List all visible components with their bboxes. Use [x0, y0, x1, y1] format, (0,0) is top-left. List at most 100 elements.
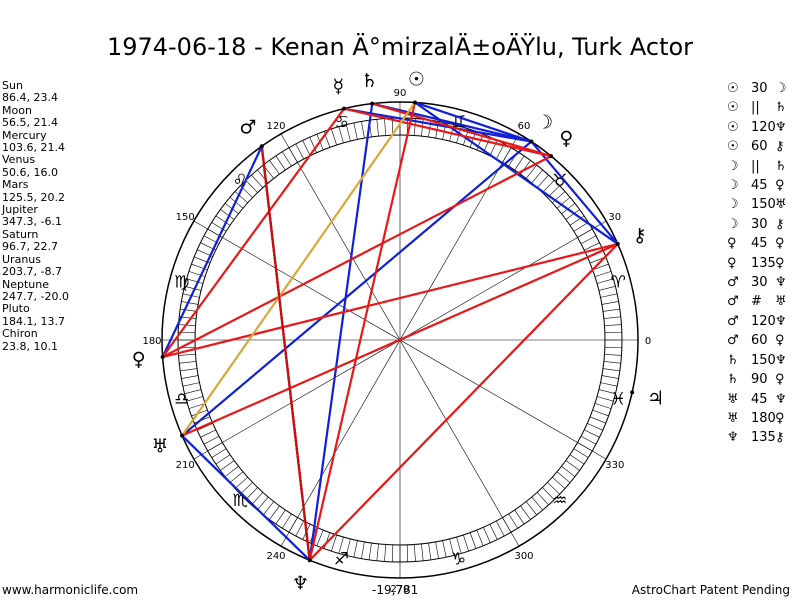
zodiac-sign: ♒ [552, 491, 567, 511]
band-tick [573, 222, 589, 232]
chart-score: -19,781 [372, 583, 419, 597]
band-tick [449, 538, 454, 556]
band-tick [421, 543, 424, 561]
band-tick [269, 505, 280, 520]
planet-coords: 203.7, -8.7 [2, 265, 62, 279]
band-tick [181, 375, 199, 379]
aspect-planet-a: ♅ [727, 391, 739, 407]
band-tick [200, 429, 216, 438]
aspect-planet-b: ♆ [775, 275, 787, 291]
planet-marker [259, 144, 264, 149]
planet-glyph: ♆ [292, 572, 309, 594]
band-tick [565, 460, 580, 471]
band-tick [234, 191, 248, 204]
aspect-type: 60 [751, 139, 768, 155]
planet-coords: 103.6, 21.4 [2, 141, 65, 155]
aspect-line [308, 242, 619, 562]
band-tick [531, 169, 543, 184]
aspect-row: ♄ 150♆ [727, 351, 787, 370]
aspect-row: ♂ 30 ♆ [727, 273, 787, 292]
band-tick [536, 174, 549, 188]
aspect-row: ♀ 135♀ [727, 254, 787, 273]
band-tick [186, 396, 204, 402]
site-link[interactable]: www.harmoniclife.com [2, 583, 139, 597]
aspect-planet-a: ☽ [727, 178, 739, 194]
aspect-planet-a: ☽ [727, 197, 739, 213]
planet-glyph: ♃ [647, 388, 664, 410]
band-tick [542, 487, 555, 500]
band-tick [536, 492, 549, 506]
band-tick [368, 542, 372, 560]
band-tick [495, 143, 505, 160]
aspect-row: ♅ 180♀ [727, 409, 787, 428]
band-tick [442, 540, 447, 558]
band-tick [596, 396, 614, 402]
band-tick [245, 487, 258, 500]
band-tick [275, 155, 286, 171]
aspect-row: ☽ || ♄ [727, 157, 787, 176]
band-tick [552, 191, 566, 204]
planet-marker [549, 154, 554, 159]
aspect-line [371, 102, 533, 143]
degree-label: 330 [605, 460, 624, 471]
degree-label: 240 [266, 551, 285, 562]
band-tick [525, 501, 537, 516]
planet-name: Jupiter [2, 203, 38, 217]
band-tick [601, 301, 619, 305]
aspect-planet-a: ♂ [727, 294, 739, 310]
band-tick [215, 215, 231, 226]
band-tick [376, 543, 379, 561]
band-tick [601, 375, 619, 379]
aspect-planet-a: ♀ [727, 255, 737, 271]
degree-label: 30 [608, 212, 621, 223]
aspect-row: ☉ 60 ⚷ [727, 137, 787, 156]
band-tick [295, 520, 305, 537]
band-tick [476, 529, 484, 546]
aspect-line [371, 102, 553, 158]
aspect-row: ☽ 30 ⚷ [727, 215, 787, 234]
band-tick [197, 423, 213, 431]
band-tick [592, 263, 609, 271]
band-tick [203, 435, 220, 445]
band-tick [569, 215, 585, 226]
planet-name: Venus [2, 153, 36, 167]
aspect-list: ☉ 30 ☽ ☉ || ♄ ☉ 120♆ ☉ 60 ⚷ ☽ || ♄ ☽ 45 ♀ ☽ 150♅ ☽ 30 ⚷ ♀ 45 ♀ ♀ 1… [727, 79, 787, 448]
aspect-line [180, 140, 533, 437]
planet-marker [630, 390, 635, 395]
band-tick [600, 293, 618, 298]
aspect-type: || [751, 158, 760, 174]
aspect-line [308, 101, 417, 562]
band-tick [184, 389, 202, 394]
band-tick [181, 301, 199, 305]
band-tick [188, 403, 206, 409]
band-tick [234, 476, 248, 489]
band-tick [269, 160, 280, 175]
band-tick [514, 155, 525, 171]
band-tick [184, 286, 202, 291]
planet-name: Mars [2, 178, 29, 192]
aspect-planet-a: ☉ [727, 100, 739, 116]
band-tick [584, 242, 600, 251]
aspect-planet-a: ♅ [727, 410, 739, 426]
aspect-line [161, 145, 263, 359]
band-tick [600, 382, 618, 387]
band-tick [178, 354, 196, 356]
band-tick [353, 122, 358, 140]
zodiac-sign: ♈ [611, 273, 626, 293]
band-tick [211, 448, 227, 458]
patent-notice: AstroChart Patent Pending [631, 583, 790, 597]
band-tick [603, 361, 621, 364]
planet-marker [529, 139, 534, 144]
band-tick [245, 180, 258, 193]
band-tick [391, 118, 394, 136]
band-tick [495, 520, 505, 537]
band-tick [182, 382, 200, 387]
aspect-planet-a: ♀ [727, 236, 737, 252]
aspect-type: 120 [751, 119, 776, 135]
degree-label: 0 [645, 336, 651, 347]
aspect-planet-b: ♀ [775, 255, 785, 271]
aspect-type: 150 [751, 352, 776, 368]
band-tick [346, 124, 351, 142]
band-tick [508, 513, 518, 529]
